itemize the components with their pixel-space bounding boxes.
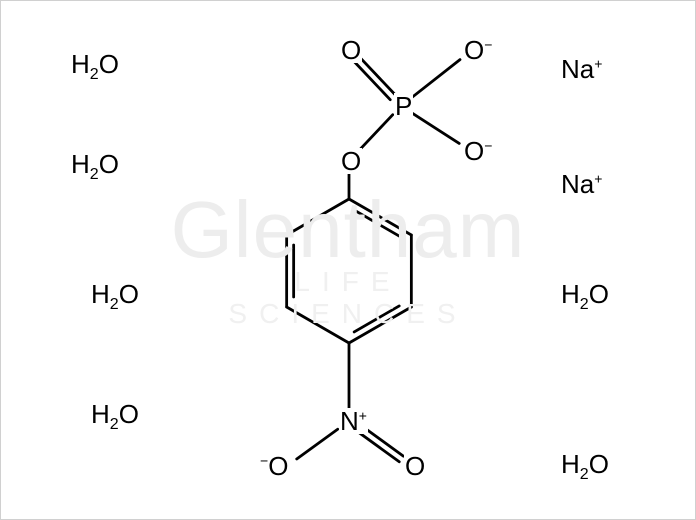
- atom-O-dbl-p: O: [340, 37, 362, 63]
- water-4: H2O: [91, 401, 139, 433]
- atom-O-link: O: [340, 148, 362, 174]
- water-6: H2O: [561, 451, 609, 483]
- structure-canvas: Glentham LIFE SCIENCES O P O O− O− N+ O …: [0, 0, 696, 520]
- atom-O-neg-br: O−: [463, 138, 493, 164]
- sodium-1: Na+: [561, 56, 602, 82]
- water-3: H2O: [91, 281, 139, 313]
- atom-O-neg-tr: O−: [463, 37, 493, 63]
- atom-O-dbl-n: O: [404, 453, 426, 479]
- atom-P: P: [394, 93, 413, 119]
- sodium-2: Na+: [561, 171, 602, 197]
- atom-N-plus: N+: [339, 408, 368, 434]
- water-1: H2O: [71, 51, 119, 83]
- water-2: H2O: [71, 151, 119, 183]
- water-5: H2O: [561, 281, 609, 313]
- atom-O-neg-n: −O: [259, 453, 289, 479]
